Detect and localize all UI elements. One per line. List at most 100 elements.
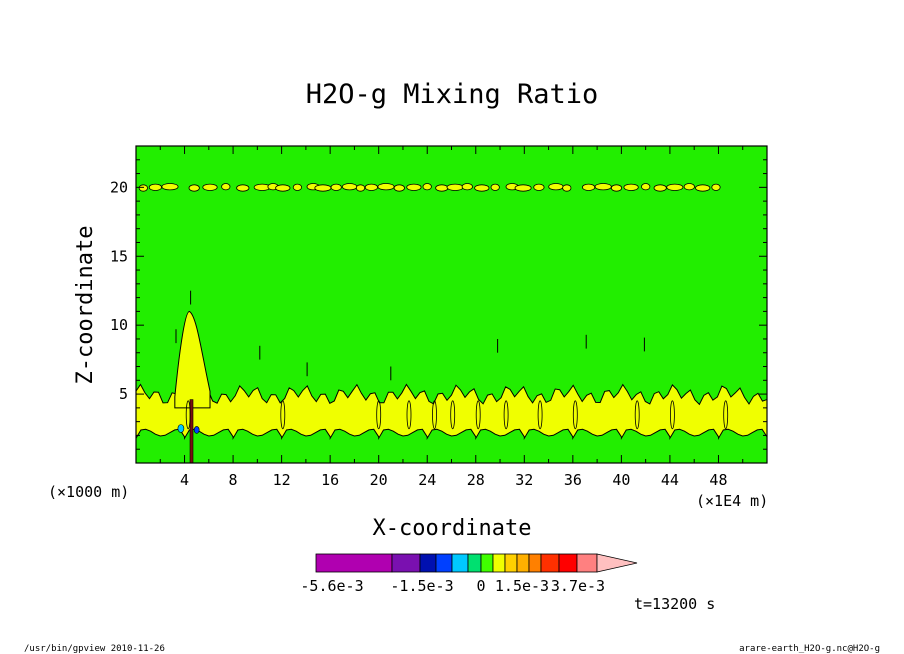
contour-line	[723, 400, 729, 430]
colorbar-swatch	[467, 553, 482, 573]
contour-line	[280, 400, 286, 430]
upper-band-blob	[364, 183, 378, 191]
contour-line	[503, 400, 509, 430]
colorbar-swatch	[596, 553, 638, 573]
colorbar-swatch	[558, 553, 578, 573]
colorbar-swatch	[516, 553, 530, 573]
x-tick-label: 32	[515, 471, 533, 489]
colorbar-label: 1.5e-3	[495, 577, 549, 595]
x-tick-label: 20	[370, 471, 388, 489]
upper-band-blob	[683, 183, 695, 191]
plume-region	[174, 310, 211, 409]
upper-band-blob	[275, 184, 291, 192]
upper-band-blob	[562, 184, 572, 192]
colorbar-swatch	[391, 553, 421, 573]
colorbar-swatch	[435, 553, 453, 573]
x-tick-label: 36	[564, 471, 582, 489]
colorbar-swatch	[528, 553, 542, 573]
colorbar-swatch	[419, 553, 437, 573]
y-tick-label: 20	[110, 178, 128, 196]
colorbar-swatch	[480, 553, 494, 573]
upper-band-blob	[422, 183, 432, 191]
colorbar-swatch	[504, 553, 518, 573]
x-unit-right: (×1E4 m)	[696, 492, 768, 510]
contour-line	[670, 400, 675, 430]
upper-band-blob	[161, 183, 179, 191]
colorbar: -5.6e-3 -1.5e-3 0 1.5e-3 3.7e-3	[300, 553, 638, 595]
y-axis-label: Z-coordinate	[73, 226, 98, 385]
contour-line	[475, 400, 481, 430]
x-tick-label: 8	[229, 471, 238, 489]
x-tick-label: 40	[612, 471, 630, 489]
upper-band-blob	[330, 183, 342, 191]
x-tick-label: 16	[321, 471, 339, 489]
upper-band-blob	[446, 183, 464, 191]
upper-band-blob	[221, 183, 231, 191]
plume-core-blob	[177, 424, 185, 433]
contour-line	[450, 400, 456, 430]
contour-line	[634, 400, 640, 430]
upper-band-blob	[711, 183, 721, 191]
x-tick-label: 44	[661, 471, 679, 489]
colorbar-label: 3.7e-3	[551, 577, 605, 595]
plot-area	[136, 146, 767, 463]
upper-band-blob	[188, 184, 200, 192]
plume-core-strand	[189, 399, 194, 463]
colorbar-label: -1.5e-3	[390, 577, 453, 595]
upper-band-blob	[148, 183, 162, 191]
upper-band-blob	[474, 184, 490, 192]
upper-band-blob	[490, 183, 500, 191]
contour-lines	[175, 290, 729, 430]
upper-band-blob	[314, 184, 332, 192]
contour-line	[537, 400, 543, 430]
x-tick-label: 24	[418, 471, 436, 489]
upper-band-blob	[236, 184, 250, 192]
contour-line	[572, 400, 578, 430]
upper-band-blob	[377, 183, 395, 191]
upper-band-blob	[548, 183, 564, 191]
upper-band-blob	[533, 183, 545, 191]
y-tick-label: 10	[110, 316, 128, 334]
upper-band-blob	[292, 183, 302, 191]
x-axis-label: X-coordinate	[373, 516, 532, 541]
plume-core-blob	[193, 426, 200, 434]
x-tick-label: 28	[467, 471, 485, 489]
y-axis: 5 10 15 20	[110, 159, 767, 450]
contour-line	[406, 400, 412, 430]
upper-band-blob	[514, 184, 532, 192]
plume-core-region	[177, 399, 200, 463]
x-tick-label: 12	[273, 471, 291, 489]
upper-band-blob	[202, 183, 218, 191]
footer-left: /usr/bin/gpview 2010-11-26	[24, 644, 165, 654]
upper-band-blob	[594, 183, 612, 191]
footer-right: arare-earth_H2O-g.nc@H2O-g	[739, 644, 880, 654]
upper-band-blob	[435, 184, 449, 192]
colorbar-swatch	[576, 553, 598, 573]
contour-line	[185, 400, 191, 430]
upper-band-blob	[623, 183, 639, 191]
x-axis: 4 8 12 16 20 24 28 32 36 40 44 48	[159, 146, 744, 489]
contour-line	[432, 400, 437, 430]
upper-band-blob	[138, 184, 148, 192]
upper-band-region	[138, 183, 721, 192]
y-tick-label: 5	[119, 385, 128, 403]
colorbar-swatch	[492, 553, 506, 573]
colorbar-label: -5.6e-3	[300, 577, 363, 595]
x-tick-label: 48	[709, 471, 727, 489]
upper-band-blob	[610, 184, 623, 192]
upper-band-blob	[406, 183, 422, 191]
upper-band-blob	[581, 183, 596, 191]
x-tick-label: 4	[180, 471, 189, 489]
colorbar-label: 0	[476, 577, 485, 595]
upper-band-blob	[666, 183, 684, 191]
colorbar-swatch	[540, 553, 560, 573]
colorbar-swatch	[451, 553, 469, 573]
y-tick-label: 15	[110, 247, 128, 265]
upper-band-blob	[341, 183, 358, 191]
x-unit-left: (×1000 m)	[48, 483, 129, 501]
contour-line	[376, 400, 382, 430]
upper-band-blob	[461, 183, 473, 191]
near-surface-region	[136, 428, 767, 463]
